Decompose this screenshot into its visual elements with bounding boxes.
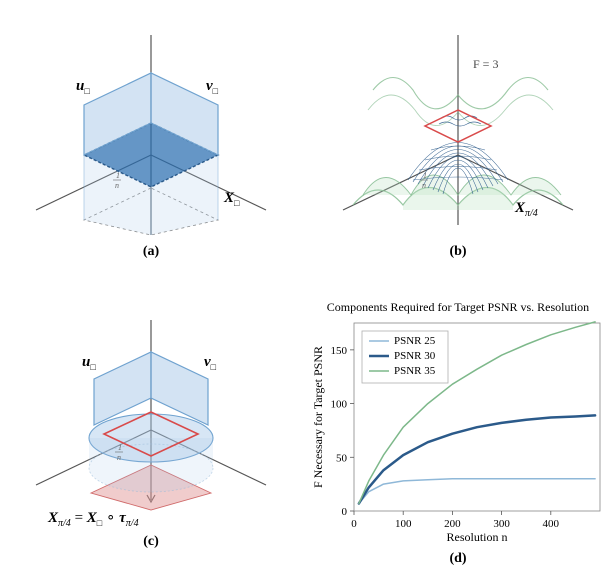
svg-text:200: 200 [444, 518, 461, 530]
svg-text:50: 50 [336, 452, 348, 464]
panel-label-d: (d) [449, 551, 466, 567]
label-one-over-n-b: 1 [423, 171, 427, 180]
panel-b: F = 3 Xπ/4 1 n (b) [302, 0, 608, 290]
diagram-b: F = 3 Xπ/4 1 n [313, 10, 603, 240]
label-one-over-n-c: 1 [118, 443, 122, 452]
svg-text:Resolution n: Resolution n [446, 530, 507, 544]
label-u-c: u□ [82, 354, 96, 372]
svg-text:F Necessary for Target PSNR: F Necessary for Target PSNR [311, 346, 325, 488]
svg-text:n: n [422, 181, 426, 190]
svg-text:400: 400 [543, 518, 560, 530]
panel-d: Components Required for Target PSNR vs. … [302, 290, 608, 580]
diagram-c: u□ v□ Xπ/4 = X□ ∘ τπ/4 1 n [6, 300, 296, 530]
diagram-a: u□ v□ X□ 1 n [6, 10, 296, 240]
label-u-a: u□ [76, 78, 90, 96]
panel-label-a: (a) [143, 244, 159, 260]
svg-text:PSNR 35: PSNR 35 [394, 365, 436, 377]
svg-text:0: 0 [351, 518, 357, 530]
svg-text:n: n [115, 181, 119, 190]
svg-text:0: 0 [342, 506, 348, 518]
svg-text:PSNR 25: PSNR 25 [394, 335, 436, 347]
label-X-b: Xπ/4 [514, 200, 538, 219]
panel-a: u□ v□ X□ 1 n (a) [0, 0, 302, 290]
panel-label-c: (c) [143, 534, 159, 550]
svg-text:150: 150 [331, 345, 348, 357]
chart-d-title: Components Required for Target PSNR vs. … [327, 300, 589, 315]
label-v-a: v□ [206, 78, 219, 96]
svg-text:PSNR 30: PSNR 30 [394, 350, 436, 362]
svg-text:100: 100 [331, 399, 348, 411]
svg-text:100: 100 [395, 518, 412, 530]
label-v-c: v□ [204, 354, 217, 372]
svg-text:300: 300 [493, 518, 510, 530]
label-one-over-n-a: 1 [116, 171, 120, 180]
label-eq-c: Xπ/4 = X□ ∘ τπ/4 [47, 510, 139, 530]
panel-label-b: (b) [449, 244, 466, 260]
label-X-a: X□ [223, 190, 240, 208]
svg-text:n: n [117, 453, 121, 462]
label-F3: F = 3 [473, 57, 498, 71]
chart-d: 0 100 200 300 400 0 50 100 150 Resolution n F Nece… [308, 317, 608, 547]
panel-c: u□ v□ Xπ/4 = X□ ∘ τπ/4 1 n (c) [0, 290, 302, 580]
